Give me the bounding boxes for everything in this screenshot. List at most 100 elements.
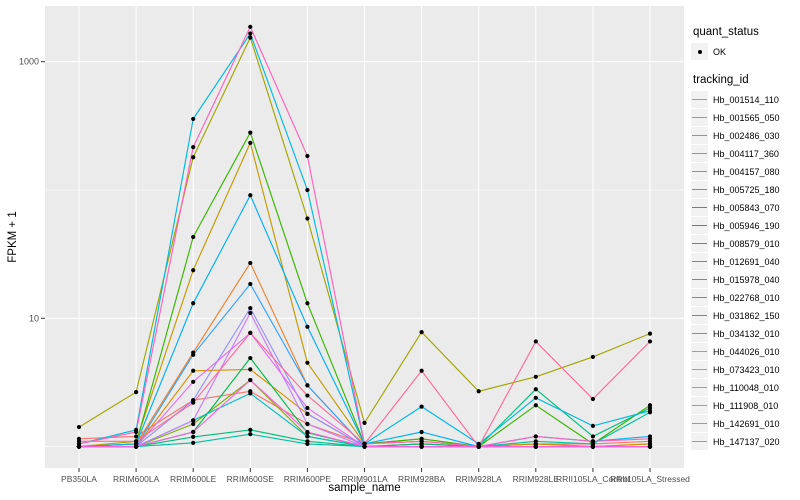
data-point (134, 439, 139, 444)
x-tick-label-RRII105LA_Stressed: RRII105LA_Stressed (610, 474, 690, 484)
legend-item-label: Hb_008579_010 (713, 238, 780, 249)
data-point (248, 367, 253, 372)
line-swatch-key (691, 307, 708, 324)
line-swatch-icon (692, 135, 707, 137)
data-point (191, 352, 196, 357)
x-tick-label-RRIM600SE: RRIM600SE (227, 474, 275, 484)
y-axis-title: FPKM + 1 (7, 211, 19, 263)
data-point (305, 421, 310, 427)
x-tick-label-RRIM928BA: RRIM928BA (398, 474, 446, 484)
data-point (590, 444, 596, 449)
data-point (305, 187, 310, 193)
data-point (419, 429, 424, 435)
data-point (305, 216, 310, 221)
data-point (590, 423, 596, 428)
data-point (134, 434, 139, 439)
data-point (248, 427, 253, 432)
legend-item-Hb_001514_110: Hb_001514_110 (691, 91, 800, 108)
line-swatch-icon (692, 279, 707, 281)
data-point (362, 441, 367, 446)
x-axis-title: sample_name (328, 482, 401, 494)
data-point (191, 418, 196, 423)
data-point (305, 429, 310, 435)
legend-item-label: Hb_004117_360 (713, 148, 779, 159)
legend-item-label: Hb_004157_080 (713, 166, 780, 177)
line-swatch-icon (692, 369, 707, 371)
data-point (134, 389, 139, 395)
legend-item-Hb_002486_030: Hb_002486_030 (691, 127, 800, 144)
data-point (191, 155, 196, 160)
line-swatch-icon (692, 153, 707, 155)
data-point (419, 368, 424, 373)
data-point (305, 153, 310, 159)
line-swatch-icon (692, 189, 707, 191)
data-point (248, 260, 253, 266)
line-swatch-key (691, 199, 708, 216)
legend-item-label: Hb_005946_190 (713, 220, 780, 231)
legend-item-Hb_044026_010: Hb_044026_010 (691, 343, 800, 360)
data-point (248, 391, 253, 396)
legend-item-Hb_015978_040: Hb_015978_040 (691, 271, 800, 288)
line-swatch-icon (692, 243, 707, 245)
point-icon (697, 49, 702, 54)
data-point (248, 24, 253, 29)
data-point (533, 434, 538, 439)
data-point (191, 440, 196, 445)
data-point (419, 444, 424, 449)
legend-item-Hb_147137_020: Hb_147137_020 (691, 433, 800, 450)
legend-item-Hb_005843_070: Hb_005843_070 (691, 199, 800, 216)
line-swatch-icon (692, 405, 707, 407)
data-point (248, 130, 253, 135)
data-point (248, 281, 253, 287)
legend-item-label: Hb_031862_150 (713, 310, 780, 321)
x-tick-label-RRIM600LA: RRIM600LA (113, 474, 160, 484)
data-point (533, 439, 538, 444)
line-swatch-icon (692, 99, 707, 101)
data-point (305, 405, 310, 411)
legend-item-Hb_031862_150: Hb_031862_150 (691, 307, 800, 324)
data-point (134, 429, 139, 435)
line-swatch-key (691, 379, 708, 396)
data-point (248, 140, 253, 145)
legend-item-label: Hb_110048_010 (713, 382, 779, 393)
legend-item-label: Hb_142691_010 (713, 418, 780, 429)
legend-quant-status-title: quant_status (693, 26, 759, 38)
line-swatch-key (691, 163, 708, 180)
legend-item-label: Hb_012691_040 (713, 256, 780, 267)
legend-item-Hb_111908_010: Hb_111908_010 (691, 397, 800, 414)
legend-item-Hb_005946_190: Hb_005946_190 (691, 217, 800, 234)
data-point (191, 301, 196, 306)
legend-item-label: Hb_015978_040 (713, 274, 780, 285)
data-point (191, 379, 196, 384)
data-point (305, 324, 310, 329)
legend-item-Hb_034132_010: Hb_034132_010 (691, 325, 800, 342)
legend-item-Hb_110048_010: Hb_110048_010 (691, 379, 800, 396)
x-tick-label-PB350LA: PB350LA (61, 474, 97, 484)
data-point (305, 301, 310, 306)
data-point (590, 434, 596, 439)
y-tick-label: 1000 (19, 57, 39, 67)
legend-item-Hb_004157_080: Hb_004157_080 (691, 163, 800, 180)
legend: quant_status OK tracking_id Hb_001514_11… (691, 26, 800, 451)
y-tick-label: 10 (29, 313, 39, 323)
data-point (248, 31, 253, 36)
data-point (191, 234, 196, 240)
line-swatch-key (691, 325, 708, 342)
data-point (248, 432, 253, 437)
legend-item-Hb_008579_010: Hb_008579_010 (691, 235, 800, 252)
legend-item-label: Hb_022768_010 (713, 292, 780, 303)
data-point (533, 339, 538, 344)
line-swatch-key (691, 415, 708, 432)
line-swatch-icon (692, 441, 707, 443)
data-point (533, 395, 538, 400)
line-swatch-key (691, 91, 708, 108)
line-swatch-key (691, 145, 708, 162)
line-swatch-key (691, 235, 708, 252)
data-point (248, 330, 253, 335)
line-swatch-key (691, 127, 708, 144)
legend-item-ok: OK (691, 43, 800, 60)
data-point (533, 403, 538, 408)
line-swatch-icon (692, 225, 707, 227)
data-point (647, 444, 653, 449)
legend-item-label: Hb_073423_010 (713, 364, 780, 375)
